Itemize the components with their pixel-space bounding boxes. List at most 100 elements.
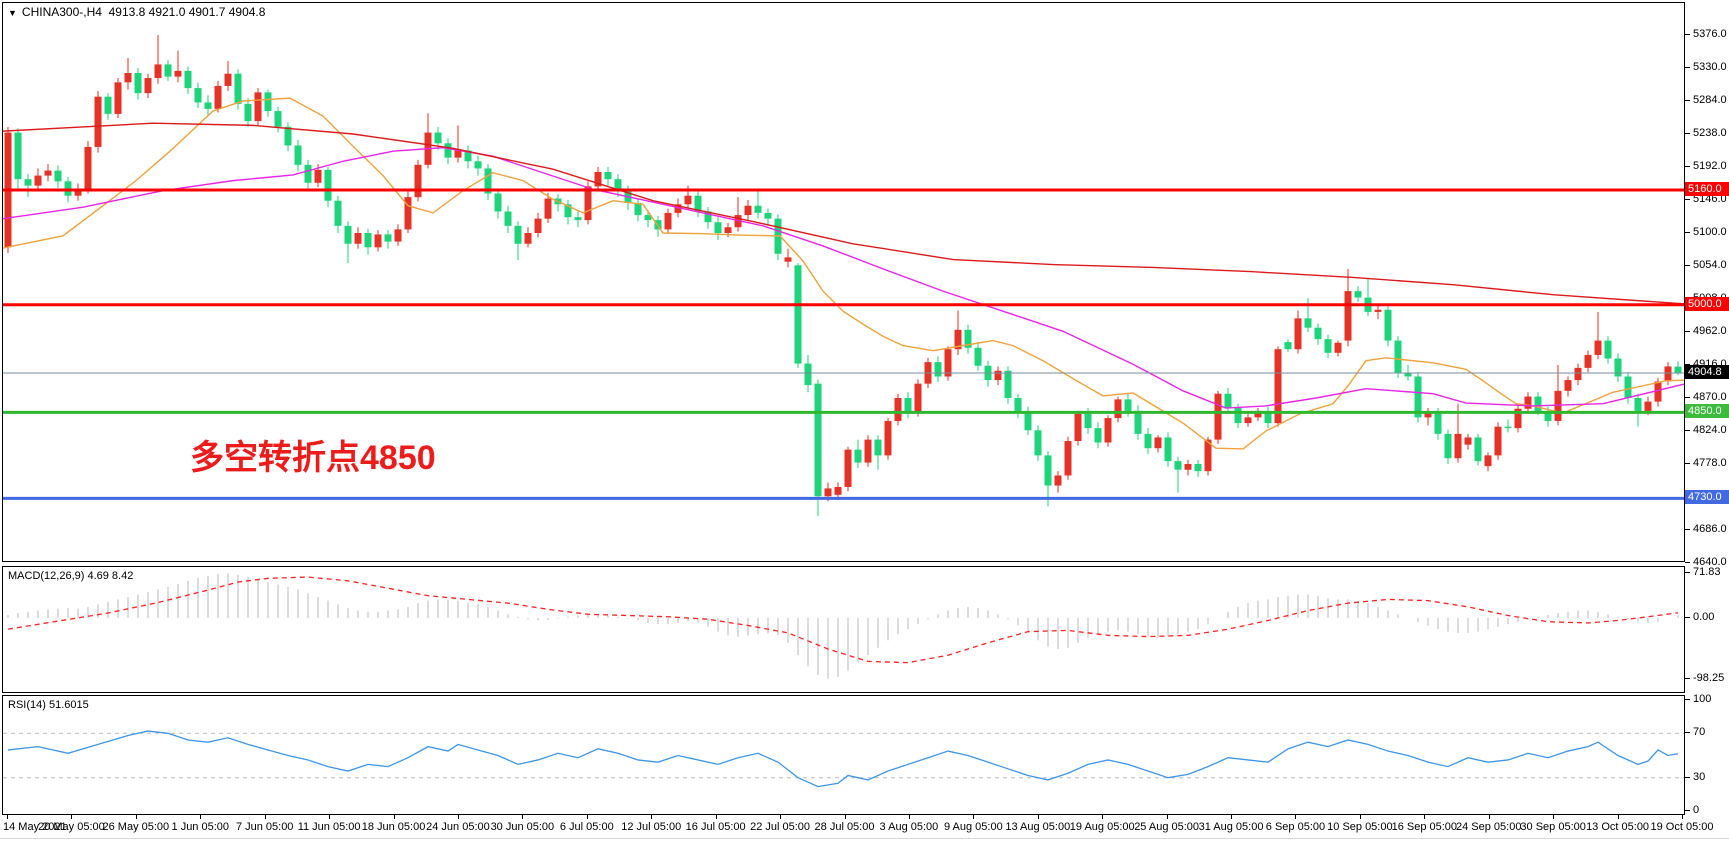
date-tick-label: 25 Aug 05:00 <box>1134 821 1200 833</box>
up-candle <box>1664 366 1672 382</box>
date-tick-label: 3 Aug 05:00 <box>879 821 939 833</box>
up-candle <box>174 70 182 77</box>
axis-tick <box>1685 330 1690 332</box>
macd-tick-label: -98.25 <box>1693 671 1725 684</box>
date-tick-label: 19 Aug 05:00 <box>1069 821 1135 833</box>
up-candle <box>1484 455 1492 467</box>
down-candle <box>574 217 582 221</box>
up-candle <box>1494 426 1502 456</box>
price-tick-label: 4962.0 <box>1693 324 1727 337</box>
up-candle <box>1654 381 1662 402</box>
date-tick <box>586 815 588 819</box>
date-tick-label: 6 Jul 05:00 <box>559 821 614 833</box>
axis-tick <box>1685 462 1690 464</box>
up-candle <box>994 370 1002 381</box>
macd-chart[interactable] <box>3 567 1684 692</box>
down-candle <box>1094 428 1102 443</box>
down-candle <box>1234 408 1242 424</box>
down-candle <box>1124 399 1132 411</box>
axis-tick <box>1685 231 1690 233</box>
up-candle <box>884 420 892 456</box>
down-candle <box>634 202 642 216</box>
up-candle <box>1274 349 1282 424</box>
up-candle <box>1524 396 1532 409</box>
rsi-chart[interactable] <box>3 696 1684 814</box>
date-tick-label: 13 Aug 05:00 <box>1005 821 1071 833</box>
up-candle <box>1334 342 1342 353</box>
up-candle <box>94 96 102 147</box>
date-tick <box>780 815 782 819</box>
down-candle <box>604 172 612 180</box>
chevron-down-icon[interactable]: ▼ <box>8 8 17 18</box>
date-tick-label: 16 Jul 05:00 <box>685 821 746 833</box>
up-candle <box>404 197 412 230</box>
symbol-header: ▼ CHINA300-,H4 4913.8 4921.0 4901.7 4904.… <box>8 5 265 19</box>
candlestick-chart[interactable] <box>3 3 1684 561</box>
date-tick <box>715 815 717 819</box>
date-tick <box>1037 815 1039 819</box>
down-candle <box>1164 437 1172 462</box>
down-candle <box>164 64 172 77</box>
date-tick <box>457 815 459 819</box>
down-candle <box>1394 340 1402 373</box>
up-candle <box>1594 340 1602 355</box>
up-candle <box>1554 390 1562 421</box>
date-tick-label: 19 Oct 05:00 <box>1650 821 1714 833</box>
up-candle <box>1454 433 1462 459</box>
axis-tick <box>1685 572 1690 574</box>
up-candle <box>894 397 902 421</box>
price-chart-pane[interactable] <box>2 2 1685 562</box>
rsi-indicator-pane[interactable] <box>2 695 1685 815</box>
date-axis-scale[interactable]: 14 May 2021 20 May 05:00 26 May 05:00 1 Jun… <box>2 815 1729 839</box>
axis-tick <box>1685 165 1690 167</box>
down-candle <box>644 215 652 221</box>
rsi-tick-label: 100 <box>1693 693 1712 705</box>
up-candle <box>1184 463 1192 470</box>
date-tick-label: 9 Aug 05:00 <box>943 821 1003 833</box>
price-tick-label: 5284.0 <box>1693 93 1727 106</box>
date-tick-label: 1 Jun 05:00 <box>171 821 230 833</box>
down-candle <box>874 439 882 456</box>
axis-tick <box>1685 776 1690 778</box>
date-tick-label: 16 Sep 05:00 <box>1391 821 1458 833</box>
down-candle <box>1354 291 1362 298</box>
axis-tick <box>1685 363 1690 365</box>
up-candle <box>844 449 852 487</box>
down-candle <box>794 265 802 364</box>
level-price-badge: 5160.0 <box>1685 181 1729 196</box>
date-tick <box>329 815 331 819</box>
down-candle <box>1084 413 1092 429</box>
down-candle <box>964 329 972 348</box>
axis-tick <box>1685 562 1690 563</box>
down-candle <box>344 225 352 244</box>
down-candle <box>1134 410 1142 434</box>
up-candle <box>1514 408 1522 429</box>
level-price-badge: 4850.0 <box>1685 404 1729 419</box>
down-candle <box>1314 327 1322 340</box>
down-candle <box>1504 426 1512 429</box>
date-tick <box>1682 815 1683 819</box>
symbol-period-label: CHINA300-,H4 <box>21 5 102 19</box>
up-candle <box>734 215 742 228</box>
macd-indicator-pane[interactable] <box>2 566 1685 693</box>
price-axis-scale[interactable]: 5376.0 5330.0 5284.0 5238.0 5192.0 5146.0 5100… <box>1685 0 1729 842</box>
down-candle <box>1434 412 1442 434</box>
up-candle <box>1464 437 1472 445</box>
down-candle <box>1444 433 1452 459</box>
date-tick-label: 22 Jul 05:00 <box>750 821 811 833</box>
date-tick-label: 13 Oct 05:00 <box>1586 821 1650 833</box>
up-candle <box>784 257 792 262</box>
down-candle <box>194 88 202 103</box>
date-tick <box>973 815 975 819</box>
up-candle <box>1214 393 1222 440</box>
date-tick-label: 7 Jun 05:00 <box>235 821 294 833</box>
date-tick <box>7 815 8 819</box>
down-candle <box>1614 358 1622 377</box>
down-candle <box>754 205 762 213</box>
axis-tick <box>1685 396 1690 398</box>
level-price-badge: 4730.0 <box>1685 490 1729 505</box>
down-candle <box>104 96 112 114</box>
down-candle <box>1604 340 1612 359</box>
rsi-line <box>7 730 1679 788</box>
